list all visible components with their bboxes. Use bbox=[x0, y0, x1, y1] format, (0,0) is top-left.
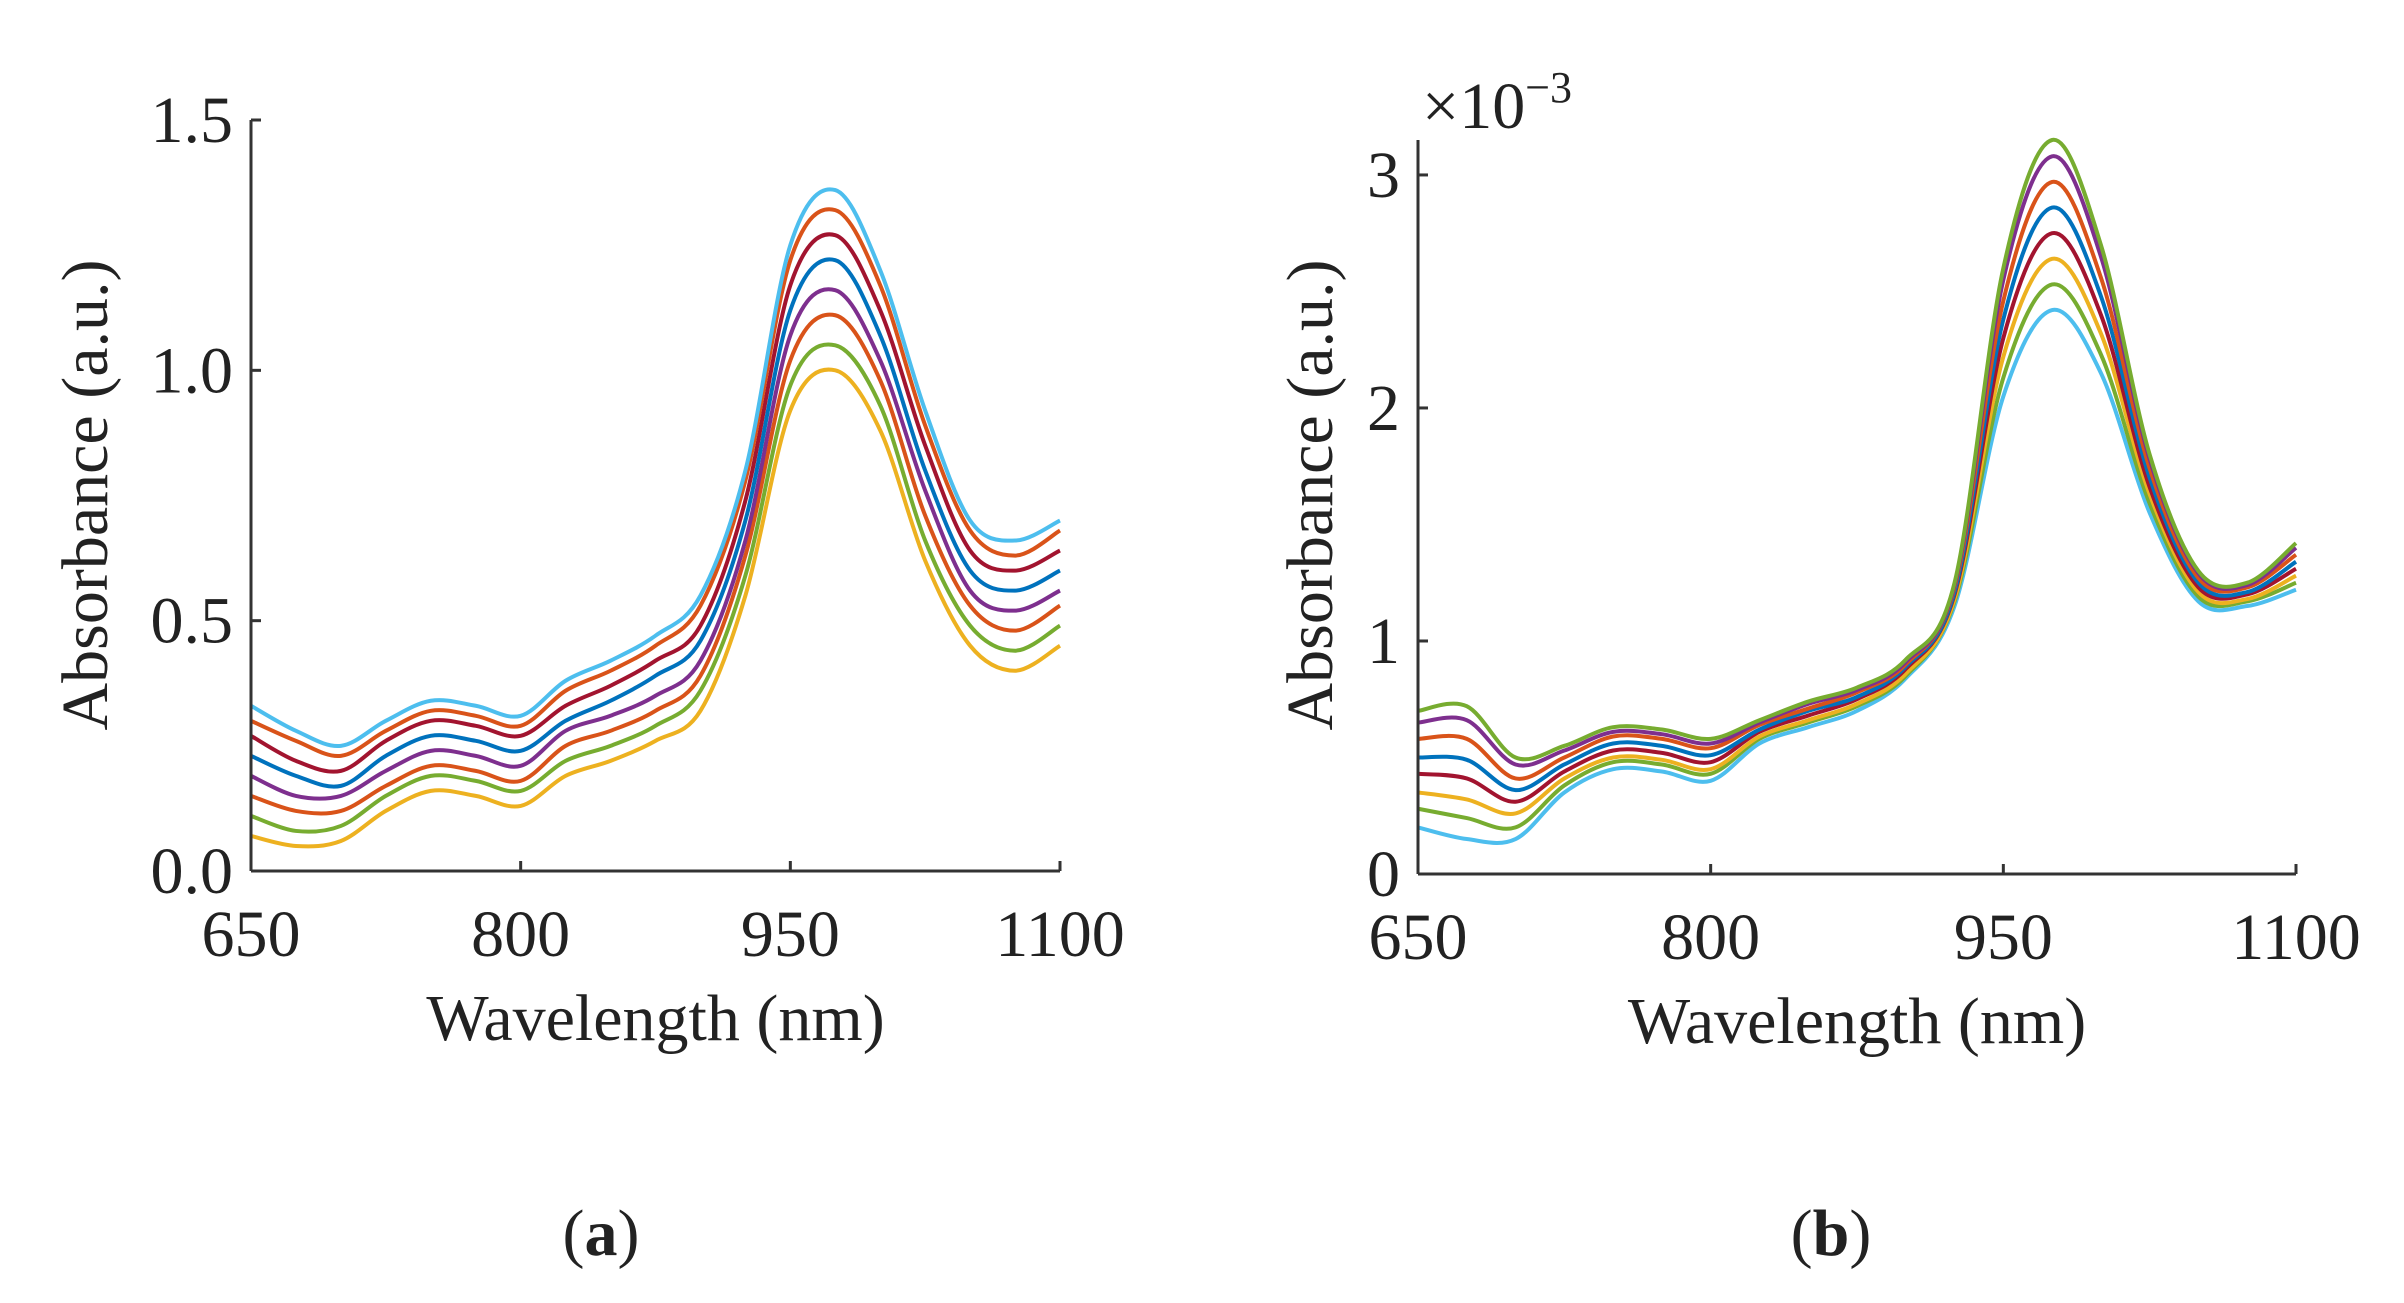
x-tick-label: 950 bbox=[1954, 901, 2053, 974]
caption-b: (b) bbox=[1791, 1197, 1872, 1270]
series-line-s1 bbox=[250, 367, 1062, 849]
series-line-s3 bbox=[1417, 256, 2297, 816]
panel-a-chart: 650 800 950 1100 0.0 0.5 1.0 1.5 Wavelength (nm)… bbox=[49, 84, 1125, 1055]
series-line-s1 bbox=[1417, 308, 2297, 845]
y-tick-label: 0.5 bbox=[151, 585, 234, 658]
series-line-s4 bbox=[250, 287, 1061, 801]
series-line-s2 bbox=[250, 342, 1062, 834]
series-line-s5 bbox=[250, 257, 1061, 789]
x-tick-label: 800 bbox=[471, 898, 570, 971]
series-line-s7 bbox=[1417, 154, 2298, 768]
series-line-s2 bbox=[1417, 282, 2297, 831]
x-tick-label: 800 bbox=[1661, 901, 1760, 974]
y-tick-label: 1.5 bbox=[151, 84, 234, 157]
x-tick-label: 1100 bbox=[2231, 901, 2361, 974]
x-axis-title: Wavelength (nm) bbox=[1628, 985, 2086, 1058]
y-tick-label: 1 bbox=[1367, 605, 1400, 678]
series-line-s3 bbox=[250, 312, 1062, 816]
caption-a: (a) bbox=[563, 1197, 640, 1270]
x-axis-title: Wavelength (nm) bbox=[426, 982, 884, 1055]
series-group bbox=[1417, 137, 2298, 845]
y-axis-title: Absorbance (a.u.) bbox=[49, 260, 122, 731]
series-line-s6 bbox=[250, 232, 1061, 774]
x-tick-label: 650 bbox=[202, 898, 301, 971]
y-tick-label: 2 bbox=[1367, 372, 1400, 445]
series-line-s8 bbox=[1417, 137, 2298, 762]
series-line-s7 bbox=[250, 207, 1062, 758]
y-tick-label: 0.0 bbox=[151, 835, 234, 908]
y-tick-label: 0 bbox=[1367, 838, 1400, 911]
y-tick-label: 1.0 bbox=[151, 334, 234, 407]
series-line-s8 bbox=[250, 187, 1061, 748]
panel-b-y-multiplier: ×10−3 bbox=[1422, 63, 1572, 143]
x-tick-label: 1100 bbox=[995, 898, 1125, 971]
y-axis-title: Absorbance (a.u.) bbox=[1274, 260, 1347, 731]
x-tick-label: 950 bbox=[741, 898, 840, 971]
y-tick-label: 3 bbox=[1367, 139, 1400, 212]
panel-b-chart: 650 800 950 1100 0 1 2 3 Wavelength (nm) Absorban… bbox=[1274, 137, 2361, 1058]
series-group bbox=[250, 187, 1062, 849]
x-tick-label: 650 bbox=[1369, 901, 1468, 974]
